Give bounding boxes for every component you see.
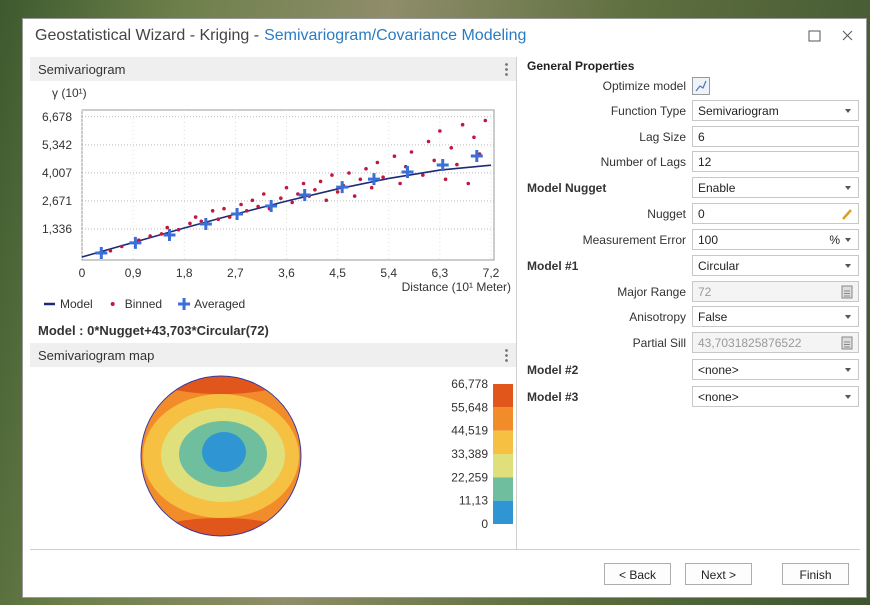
property-label: Model #2 <box>527 363 707 377</box>
field-value: <none> <box>698 390 739 404</box>
property-field[interactable]: <none> <box>692 359 859 380</box>
property-label: Lag Size <box>506 130 686 144</box>
property-label: Model #1 <box>527 259 707 273</box>
property-field[interactable]: Circular <box>692 255 859 276</box>
field-unit: % <box>829 233 840 247</box>
property-field[interactable]: 12 <box>692 151 859 172</box>
property-label: Major Range <box>506 285 686 299</box>
property-field: 72 <box>692 281 859 302</box>
field-value: 0 <box>698 207 705 221</box>
calculator-icon[interactable] <box>840 336 854 350</box>
field-value: 100 <box>698 233 718 247</box>
optimize-icon <box>693 78 709 94</box>
property-field[interactable]: 6 <box>692 126 859 147</box>
property-field[interactable]: <none> <box>692 386 859 407</box>
property-field[interactable]: Enable <box>692 177 859 198</box>
calculator-icon[interactable] <box>840 285 854 299</box>
field-value: Circular <box>698 259 739 273</box>
property-field[interactable]: False <box>692 306 859 327</box>
property-label: Model #3 <box>527 390 707 404</box>
field-value: <none> <box>698 363 739 377</box>
property-label: Number of Lags <box>506 155 686 169</box>
pencil-icon[interactable] <box>840 207 854 221</box>
field-value: Semivariogram <box>698 104 779 118</box>
property-label: Function Type <box>506 104 686 118</box>
wizard-button[interactable]: < Back <box>604 563 671 585</box>
property-field[interactable]: 0 <box>692 203 859 224</box>
property-field[interactable]: Semivariogram <box>692 100 859 121</box>
field-value: Enable <box>698 181 735 195</box>
wizard-button[interactable]: Next > <box>685 563 752 585</box>
property-label: Model Nugget <box>527 181 707 195</box>
field-value: 72 <box>698 285 711 299</box>
field-value: 43,7031825876522 <box>698 336 801 350</box>
property-label: Partial Sill <box>506 336 686 350</box>
property-field[interactable]: 100% <box>692 229 859 250</box>
property-label: Anisotropy <box>506 310 686 324</box>
properties-pane: General Properties Optimize model Functio… <box>23 19 866 549</box>
footer-separator <box>30 549 860 550</box>
property-field: 43,7031825876522 <box>692 332 859 353</box>
field-value: 12 <box>698 155 711 169</box>
icon-shape <box>696 81 706 91</box>
field-value: 6 <box>698 130 705 144</box>
wizard-button[interactable]: Finish <box>782 563 849 585</box>
optimize-button[interactable] <box>692 77 710 95</box>
screen: Geostatistical Wizard - Kriging -Semivar… <box>0 0 870 605</box>
property-label: Optimize model <box>506 79 686 93</box>
field-value: False <box>698 310 727 324</box>
section-title: General Properties <box>527 59 634 73</box>
wizard-window: Geostatistical Wizard - Kriging -Semivar… <box>22 18 867 598</box>
property-label: Nugget <box>506 207 686 221</box>
icon-shape <box>843 210 851 219</box>
property-label: Measurement Error <box>506 233 686 247</box>
